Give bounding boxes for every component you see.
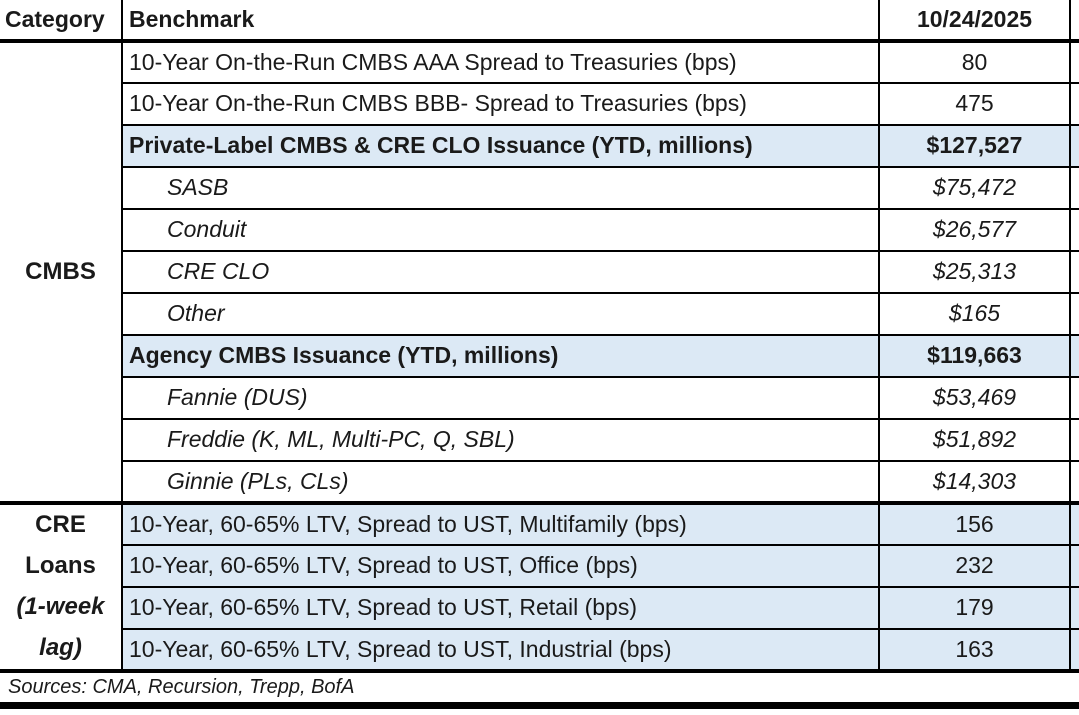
category-cell-cmbs: CMBS bbox=[0, 41, 122, 505]
cutoff-cell bbox=[1069, 461, 1079, 505]
table-row-private-label-issuance: Private-Label CMBS & CRE CLO Issuance (Y… bbox=[0, 125, 1079, 168]
cre-loans-label-line: lag) bbox=[39, 634, 82, 662]
header-row: Category Benchmark 10/24/2025 bbox=[0, 0, 1079, 43]
table-row-ltv-industrial: 10-Year, 60-65% LTV, Spread to UST, Indu… bbox=[0, 629, 1079, 673]
table-row-freddie: Freddie (K, ML, Multi-PC, Q, SBL) $51,89… bbox=[0, 419, 1079, 462]
benchmark-cell: 10-Year, 60-65% LTV, Spread to UST, Indu… bbox=[121, 629, 879, 673]
cutoff-cell bbox=[1069, 503, 1079, 546]
benchmark-cell: Freddie (K, ML, Multi-PC, Q, SBL) bbox=[121, 419, 879, 462]
benchmark-cell: Agency CMBS Issuance (YTD, millions) bbox=[121, 335, 879, 378]
cre-loans-label: CRE Loans (1-week lag) bbox=[0, 505, 121, 667]
table-row-fannie: Fannie (DUS) $53,469 bbox=[0, 377, 1079, 420]
sources-row: Sources: CMA, Recursion, Trepp, BofA bbox=[0, 671, 1079, 709]
cutoff-cell bbox=[1069, 377, 1079, 420]
value-cell: 156 bbox=[878, 503, 1070, 546]
cre-loans-label-line: Loans bbox=[25, 552, 96, 580]
cutoff-cell bbox=[1069, 293, 1079, 336]
benchmark-cell: Private-Label CMBS & CRE CLO Issuance (Y… bbox=[121, 125, 879, 168]
benchmark-cell: 10-Year On-the-Run CMBS AAA Spread to Tr… bbox=[121, 41, 879, 84]
value-cell: 163 bbox=[878, 629, 1070, 673]
table-row-cre-clo: CRE CLO $25,313 bbox=[0, 251, 1079, 294]
benchmark-cell: 10-Year, 60-65% LTV, Spread to UST, Offi… bbox=[121, 545, 879, 588]
value-cell: 80 bbox=[878, 41, 1070, 84]
sources-note: Sources: CMA, Recursion, Trepp, BofA bbox=[0, 671, 1079, 709]
table-row-ltv-retail: 10-Year, 60-65% LTV, Spread to UST, Reta… bbox=[0, 587, 1079, 630]
value-cell: $119,663 bbox=[878, 335, 1070, 378]
table-row-agency-issuance: Agency CMBS Issuance (YTD, millions) $11… bbox=[0, 335, 1079, 378]
cutoff-cell bbox=[1069, 125, 1079, 168]
benchmark-cell: SASB bbox=[121, 167, 879, 210]
benchmark-cell: Conduit bbox=[121, 209, 879, 252]
cutoff-cell bbox=[1069, 419, 1079, 462]
cutoff-cell bbox=[1069, 83, 1079, 126]
value-cell: $53,469 bbox=[878, 377, 1070, 420]
value-cell: $14,303 bbox=[878, 461, 1070, 505]
cutoff-cell bbox=[1069, 251, 1079, 294]
cutoff-cell bbox=[1069, 629, 1079, 673]
table-row-ginnie: Ginnie (PLs, CLs) $14,303 bbox=[0, 461, 1079, 505]
cre-loans-label-line: CRE bbox=[35, 511, 86, 539]
cutoff-cell bbox=[1069, 587, 1079, 630]
value-cell: $25,313 bbox=[878, 251, 1070, 294]
table-row-conduit: Conduit $26,577 bbox=[0, 209, 1079, 252]
cutoff-cell bbox=[1069, 41, 1079, 84]
cutoff-cell bbox=[1069, 545, 1079, 588]
benchmark-cell: Other bbox=[121, 293, 879, 336]
category-cell-cre-loans: CRE Loans (1-week lag) bbox=[0, 503, 122, 673]
column-header-date: 10/24/2025 bbox=[878, 0, 1070, 43]
value-cell: 232 bbox=[878, 545, 1070, 588]
value-cell: $127,527 bbox=[878, 125, 1070, 168]
value-cell: 475 bbox=[878, 83, 1070, 126]
value-cell: $75,472 bbox=[878, 167, 1070, 210]
benchmark-cell: Fannie (DUS) bbox=[121, 377, 879, 420]
benchmark-cell: 10-Year On-the-Run CMBS BBB- Spread to T… bbox=[121, 83, 879, 126]
value-cell: 179 bbox=[878, 587, 1070, 630]
value-cell: $51,892 bbox=[878, 419, 1070, 462]
table-row-ltv-office: 10-Year, 60-65% LTV, Spread to UST, Offi… bbox=[0, 545, 1079, 588]
table-row-cmbs-aaa-spread: CMBS 10-Year On-the-Run CMBS AAA Spread … bbox=[0, 41, 1079, 505]
value-cell: $26,577 bbox=[878, 209, 1070, 252]
cutoff-column-header bbox=[1069, 0, 1079, 43]
table-row-other: Other $165 bbox=[0, 293, 1079, 336]
benchmark-cell: Ginnie (PLs, CLs) bbox=[121, 461, 879, 505]
benchmark-cell: 10-Year, 60-65% LTV, Spread to UST, Reta… bbox=[121, 587, 879, 630]
value-cell: $165 bbox=[878, 293, 1070, 336]
column-header-category: Category bbox=[0, 0, 122, 43]
cutoff-cell bbox=[1069, 209, 1079, 252]
benchmark-cell: 10-Year, 60-65% LTV, Spread to UST, Mult… bbox=[121, 503, 879, 546]
table-row-sasb: SASB $75,472 bbox=[0, 167, 1079, 210]
benchmark-cell: CRE CLO bbox=[121, 251, 879, 294]
cutoff-cell bbox=[1069, 167, 1079, 210]
cutoff-cell bbox=[1069, 335, 1079, 378]
table-row-cmbs-bbb-spread: 10-Year On-the-Run CMBS BBB- Spread to T… bbox=[0, 83, 1079, 126]
table-row-ltv-multifamily: CRE Loans (1-week lag) 10-Year, 60-65% L… bbox=[0, 503, 1079, 673]
cre-loans-label-line: (1-week bbox=[16, 593, 105, 621]
column-header-benchmark: Benchmark bbox=[121, 0, 879, 43]
